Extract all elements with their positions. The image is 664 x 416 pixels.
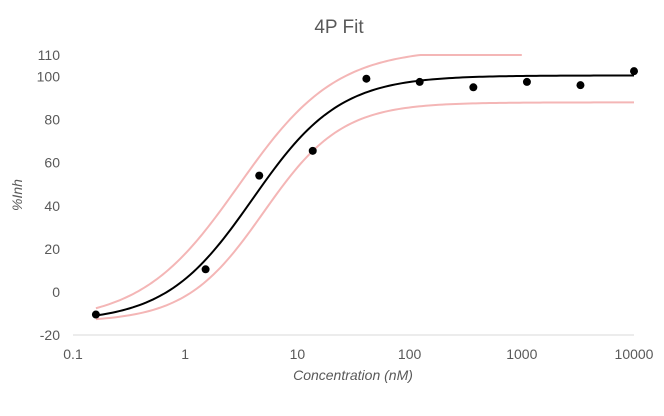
data-point <box>308 146 317 155</box>
curves-layer <box>95 54 634 321</box>
data-point <box>469 83 478 92</box>
points-layer <box>91 67 638 319</box>
y-axis-label: %Inh <box>9 179 25 211</box>
data-point <box>255 171 264 180</box>
x-tick-labels: 0.1 1 10 100 1000 10000 <box>63 346 653 362</box>
y-tick-labels: -20 0 20 40 60 80 100 110 <box>37 47 61 343</box>
x-tick-label: 1 <box>181 346 189 362</box>
x-tick-label: 0.1 <box>63 346 83 362</box>
chart-title: 4P Fit <box>314 17 364 38</box>
y-tick-label: -20 <box>40 327 60 343</box>
y-tick-label: 110 <box>38 47 61 63</box>
fit-curve <box>95 74 634 317</box>
data-point <box>415 77 424 86</box>
data-point <box>576 81 585 90</box>
x-tick-label: 100 <box>398 346 422 362</box>
lower-bound-curve <box>95 101 634 321</box>
x-tick-label: 10 <box>290 346 306 362</box>
data-point <box>91 310 100 319</box>
upper-bound-curve <box>95 54 522 310</box>
data-point <box>201 265 210 274</box>
data-point <box>522 77 531 86</box>
x-tick-label: 1000 <box>506 346 537 362</box>
y-tick-label: 60 <box>44 155 60 171</box>
y-tick-label: 20 <box>44 241 60 257</box>
y-tick-label: 0 <box>52 284 60 300</box>
y-tick-label: 100 <box>37 69 61 85</box>
x-axis-label: Concentration (nM) <box>293 367 413 383</box>
data-point <box>362 74 371 83</box>
data-point <box>630 67 638 76</box>
y-tick-label: 80 <box>44 112 60 128</box>
x-tick-label: 10000 <box>615 346 654 362</box>
y-tick-label: 40 <box>44 198 60 214</box>
